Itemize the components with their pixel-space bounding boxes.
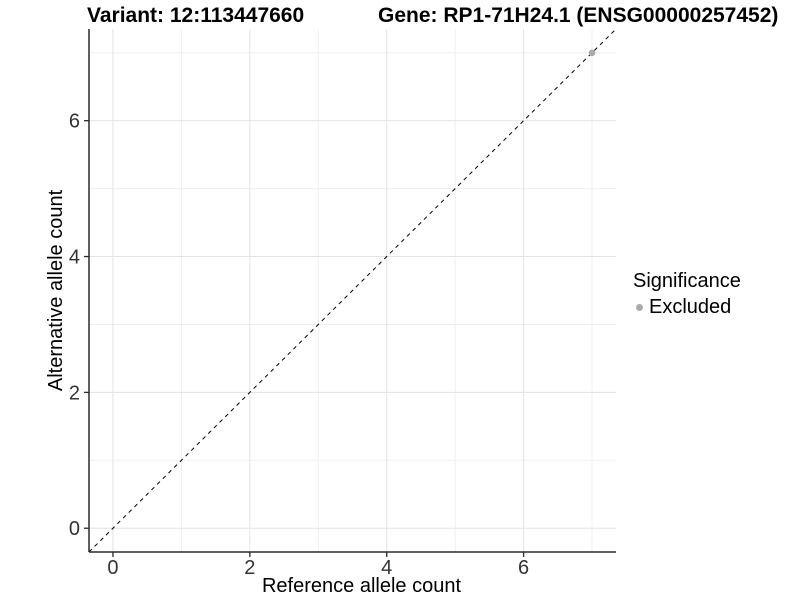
legend-entry-excluded: Excluded (633, 296, 741, 319)
x-axis-title: Reference allele count (262, 575, 461, 597)
identity-line (88, 28, 617, 553)
y-tick-label: 2 (69, 382, 80, 404)
legend: Significance Excluded (633, 270, 741, 319)
x-tick-label: 6 (518, 557, 529, 579)
legend-point-icon (636, 304, 643, 311)
y-tick-label: 0 (69, 518, 80, 540)
legend-entry-label: Excluded (649, 296, 732, 318)
data-point (588, 49, 596, 57)
x-tick-label: 0 (107, 557, 118, 579)
legend-title: Significance (633, 270, 741, 292)
y-tick-label: 6 (69, 111, 80, 133)
plot-title-variant: Variant: 12:113447660 (87, 4, 305, 27)
y-tick-label: 4 (69, 247, 80, 269)
x-tick-label: 4 (381, 557, 392, 579)
plot-title-gene: Gene: RP1-71H24.1 (ENSG00000257452) (378, 4, 779, 27)
y-axis-title: Alternative allele count (45, 189, 67, 391)
x-tick-label: 2 (244, 557, 255, 579)
